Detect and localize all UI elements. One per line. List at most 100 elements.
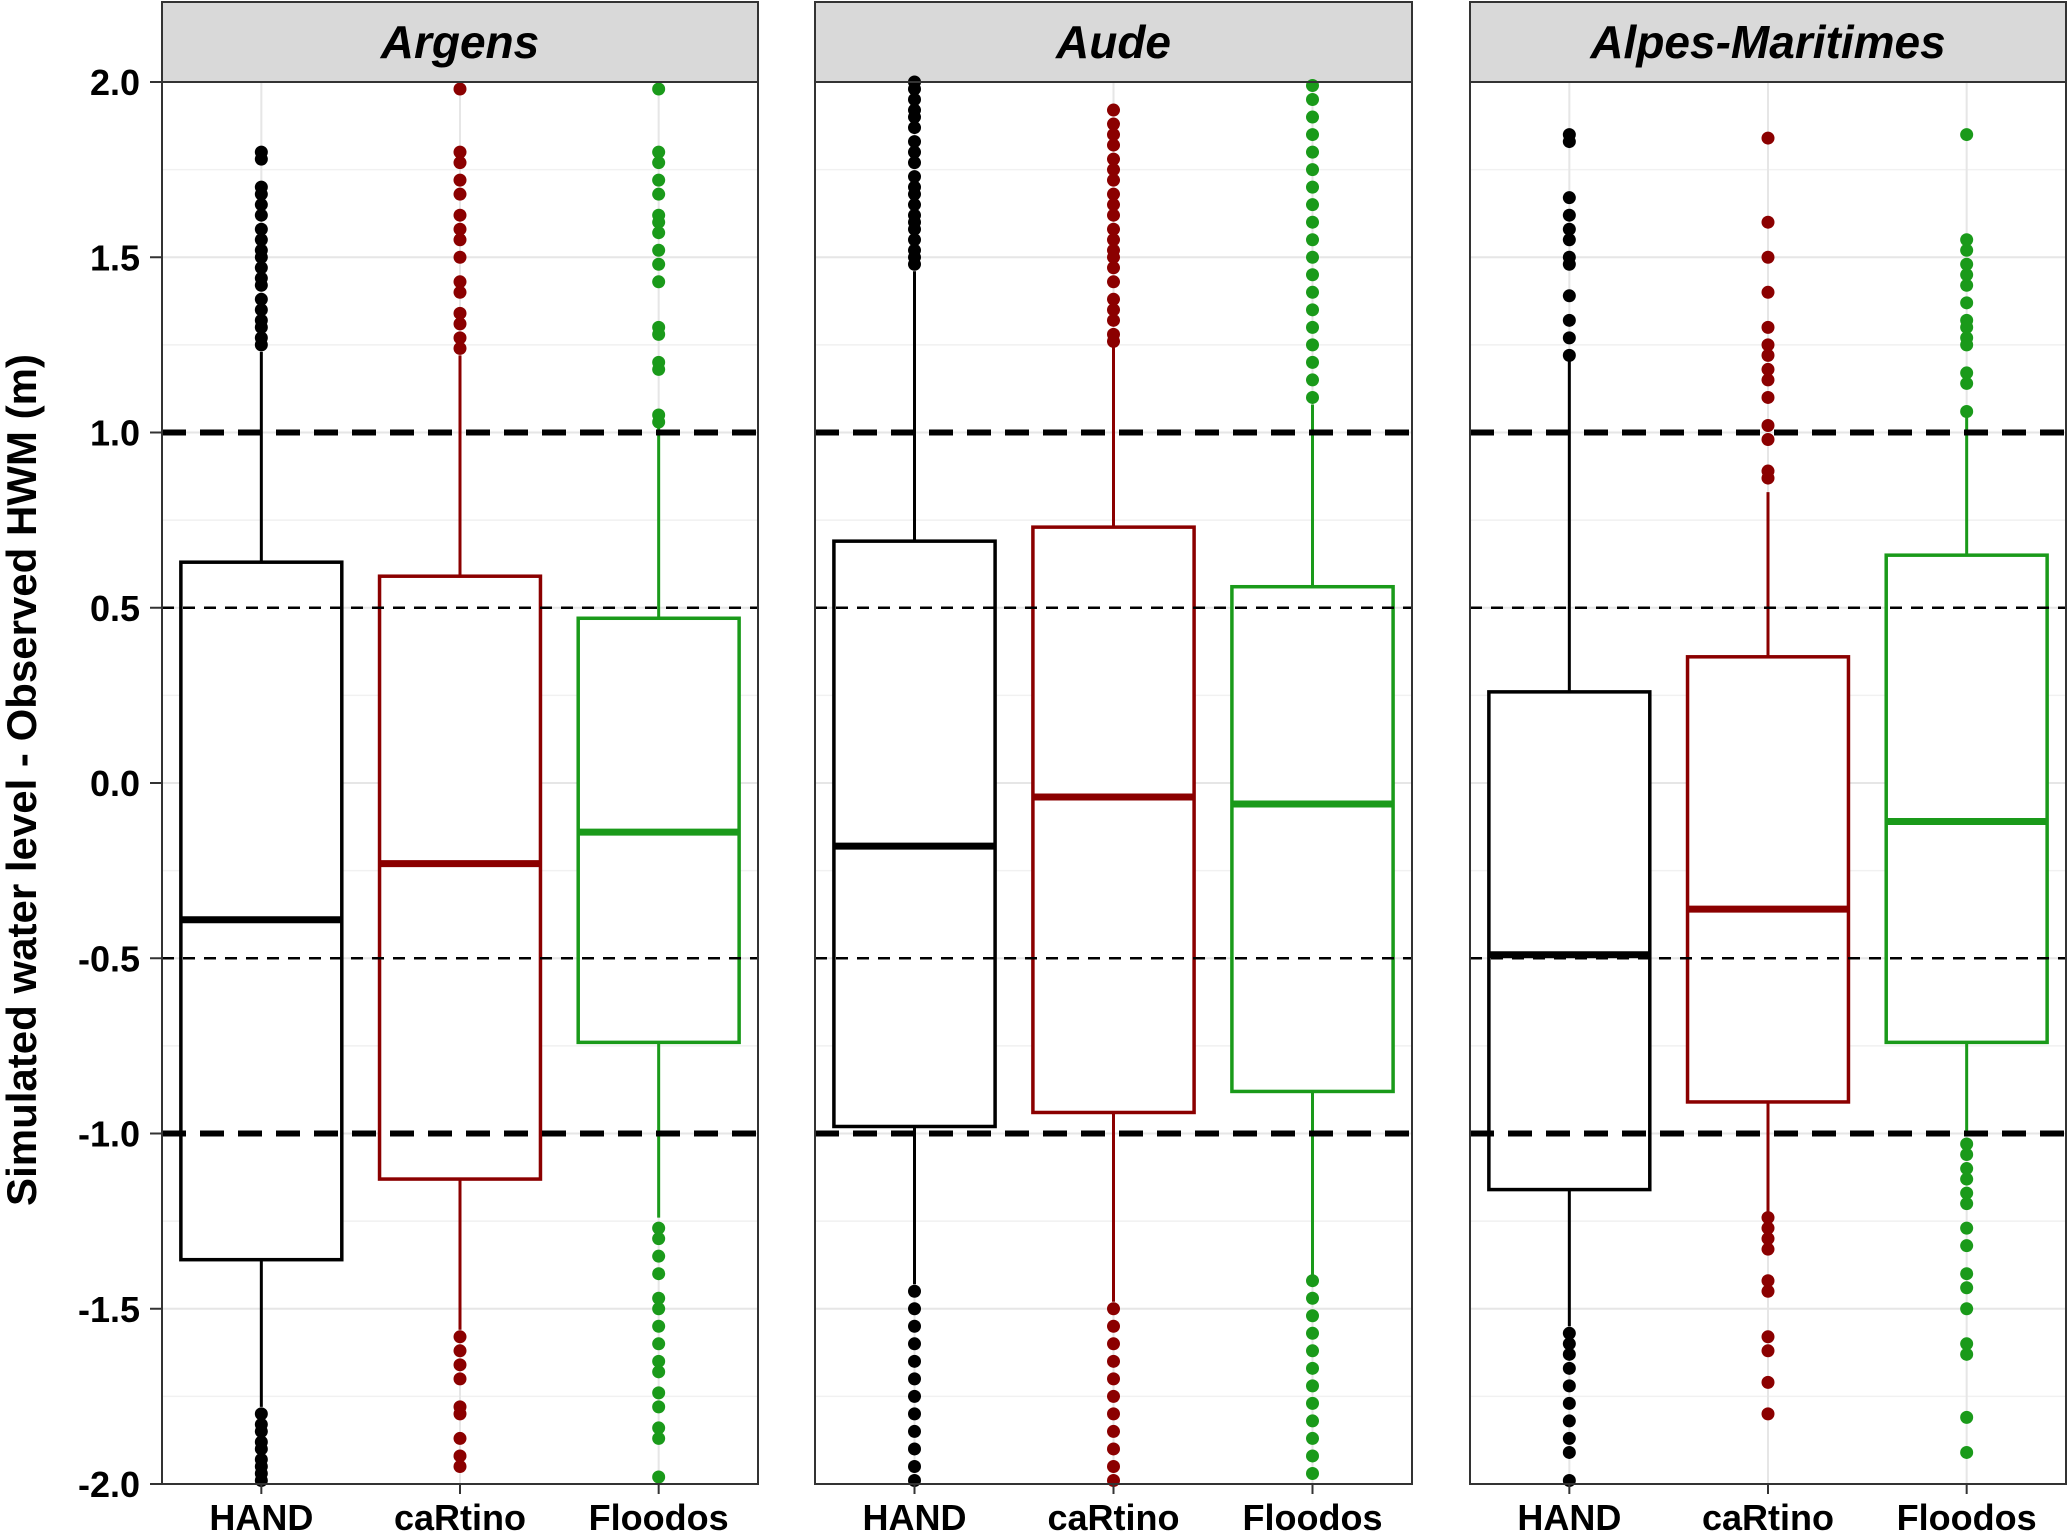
outlier-point — [1562, 1445, 1576, 1459]
outlier-point — [254, 222, 268, 236]
outlier-point — [1562, 1347, 1576, 1361]
outlier-point — [1107, 1354, 1120, 1368]
outlier-point — [453, 1459, 467, 1473]
x-tick-label: Floodos — [1897, 1497, 2037, 1532]
outlier-point — [1960, 128, 1974, 142]
outlier-point — [908, 82, 921, 96]
outlier-point — [453, 1330, 467, 1344]
outlier-point — [1107, 163, 1120, 177]
outlier-point — [453, 317, 467, 331]
outlier-point — [908, 1389, 921, 1403]
outlier-point — [1761, 1407, 1775, 1421]
outlier-point — [652, 1470, 666, 1484]
outlier-point — [1761, 1221, 1775, 1235]
outlier-point — [1306, 1396, 1319, 1410]
y-tick-label: 0.0 — [90, 763, 140, 804]
outlier-point — [1960, 1239, 1974, 1253]
outlier-point — [908, 1442, 921, 1456]
outlier-point — [1107, 1372, 1120, 1386]
outlier-point — [453, 1344, 467, 1358]
outlier-point — [1107, 128, 1120, 142]
outlier-point — [908, 1302, 921, 1316]
outlier-point — [453, 233, 467, 247]
outlier-point — [908, 1337, 921, 1351]
outlier-point — [453, 145, 467, 159]
outlier-point — [1960, 233, 1974, 247]
outlier-point — [1562, 135, 1576, 149]
outlier-point — [1960, 1148, 1974, 1162]
box-iqr — [1230, 584, 1395, 1094]
outlier-point — [1107, 103, 1120, 117]
boxplot-hand — [832, 75, 997, 1487]
outlier-point — [254, 1442, 268, 1456]
x-tick-label: caRtino — [1047, 1497, 1179, 1532]
outlier-point — [1306, 180, 1319, 194]
outlier-point — [453, 250, 467, 264]
outlier-point — [453, 1431, 467, 1445]
outlier-point — [1960, 1410, 1974, 1424]
outlier-point — [254, 198, 268, 212]
outlier-point — [1761, 1232, 1775, 1246]
outlier-point — [908, 257, 921, 271]
outlier-point — [652, 1232, 666, 1246]
outlier-point — [1107, 152, 1120, 166]
outlier-point — [652, 1365, 666, 1379]
outlier-point — [453, 275, 467, 289]
outlier-point — [1107, 1319, 1120, 1333]
outlier-point — [1306, 233, 1319, 247]
outlier-point — [254, 292, 268, 306]
outlier-point — [1960, 278, 1974, 292]
outlier-point — [908, 1407, 921, 1421]
outlier-point — [1761, 348, 1775, 362]
outlier-point — [1107, 198, 1120, 212]
outlier-point — [1306, 1344, 1319, 1358]
outlier-point — [453, 1358, 467, 1372]
outlier-point — [1761, 1330, 1775, 1344]
outlier-point — [254, 1424, 268, 1438]
y-tick-label: 1.0 — [90, 413, 140, 454]
outlier-point — [453, 331, 467, 345]
outlier-point — [1960, 1137, 1974, 1151]
outlier-point — [1306, 303, 1319, 317]
outlier-point — [1562, 348, 1576, 362]
outlier-point — [453, 222, 467, 236]
outlier-point — [1960, 1162, 1974, 1176]
outlier-point — [1306, 1291, 1319, 1305]
x-tick-label: Floodos — [1243, 1497, 1383, 1532]
box-iqr — [1031, 525, 1196, 1115]
outlier-point — [1960, 1337, 1974, 1351]
boxplot-cartino — [1031, 103, 1196, 1487]
outlier-point — [908, 233, 921, 247]
outlier-point — [908, 110, 921, 124]
outlier-point — [1960, 1172, 1974, 1186]
outlier-point — [453, 285, 467, 299]
outlier-point — [1761, 1344, 1775, 1358]
outlier-point — [1761, 1274, 1775, 1288]
outlier-point — [1107, 250, 1120, 264]
outlier-point — [1960, 366, 1974, 380]
outlier-point — [652, 82, 666, 96]
outlier-point — [1960, 1197, 1974, 1211]
outlier-point — [652, 327, 666, 341]
outlier-point — [652, 1431, 666, 1445]
outlier-point — [908, 145, 921, 159]
outlier-point — [1306, 268, 1319, 282]
outlier-point — [908, 93, 921, 107]
outlier-point — [1107, 261, 1120, 275]
outlier-point — [1960, 296, 1974, 310]
outlier-point — [1107, 1337, 1120, 1351]
outlier-point — [652, 1337, 666, 1351]
y-tick-label: 2.0 — [90, 62, 140, 103]
outlier-point — [1107, 233, 1120, 247]
outlier-point — [1107, 1459, 1120, 1473]
outlier-point — [1306, 355, 1319, 369]
outlier-point — [652, 173, 666, 187]
outlier-point — [652, 187, 666, 201]
outlier-point — [254, 338, 268, 352]
outlier-point — [1306, 145, 1319, 159]
outlier-point — [1107, 313, 1120, 327]
box-iqr — [1884, 553, 2049, 1045]
outlier-point — [453, 82, 467, 96]
outlier-point — [1306, 128, 1319, 142]
